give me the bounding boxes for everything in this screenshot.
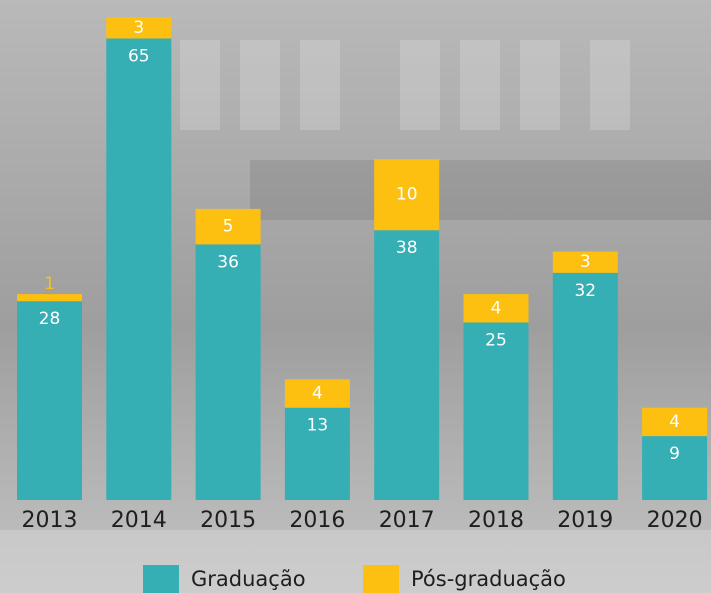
- x-tick-label: 2017: [379, 508, 435, 533]
- bar-segment: [553, 273, 618, 500]
- bar-segment: [17, 294, 82, 301]
- value-label: 38: [396, 238, 418, 258]
- value-label: 28: [39, 309, 61, 329]
- bar-segment: [374, 230, 439, 500]
- x-tick-label: 2015: [200, 508, 256, 533]
- value-label: 65: [128, 47, 150, 67]
- bar-segment: [17, 301, 82, 500]
- legend-backdrop: [0, 530, 711, 593]
- x-tick-label: 2016: [289, 508, 345, 533]
- chart: 28 1 2013 65 3 2014 36 5 2015 13 4 2016 38 10 2017 25 4 2…: [0, 0, 711, 593]
- value-label: 10: [396, 185, 418, 205]
- x-tick-label: 2020: [647, 508, 703, 533]
- value-label: 13: [307, 416, 329, 436]
- legend-swatch: [363, 565, 399, 593]
- value-label: 25: [485, 331, 507, 351]
- value-label: 5: [223, 217, 234, 237]
- x-tick-label: 2019: [557, 508, 613, 533]
- value-label: 9: [669, 444, 680, 464]
- legend-swatch: [143, 565, 179, 593]
- bar-segment: [196, 244, 261, 500]
- legend-label: Pós-graduação: [411, 567, 566, 591]
- value-label: 4: [312, 384, 323, 404]
- value-label: 4: [669, 412, 680, 432]
- x-tick-label: 2018: [468, 508, 524, 533]
- value-label: 3: [133, 18, 144, 38]
- x-tick-label: 2014: [111, 508, 167, 533]
- bar-segment: [106, 39, 171, 501]
- legend-label: Graduação: [191, 567, 306, 591]
- value-label: 1: [44, 274, 55, 294]
- value-label: 32: [574, 281, 596, 301]
- x-tick-label: 2013: [22, 508, 78, 533]
- value-label: 4: [491, 298, 502, 318]
- value-label: 3: [580, 252, 591, 272]
- value-label: 36: [217, 252, 239, 272]
